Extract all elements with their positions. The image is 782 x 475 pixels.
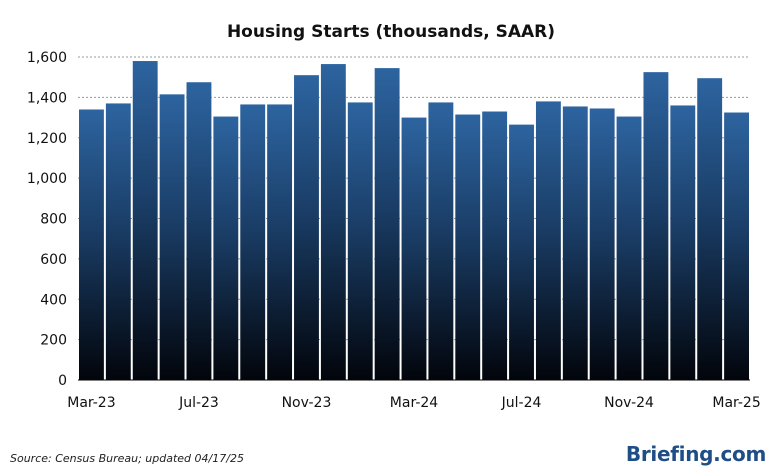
bar-nov-23 — [294, 75, 319, 380]
x-tick-label: Jul-23 — [178, 395, 219, 411]
bar-sep-23 — [240, 104, 266, 381]
bar-may-23 — [132, 61, 158, 380]
source-note: Source: Census Bureau; updated 04/17/25 — [10, 452, 244, 465]
bar-sep-24 — [562, 106, 588, 380]
bar-oct-24 — [589, 108, 615, 381]
bar-aug-23 — [213, 116, 239, 380]
chart-title: Housing Starts (thousands, SAAR) — [227, 22, 555, 42]
bar-may-24 — [455, 114, 481, 381]
y-tick-label: 1,200 — [27, 131, 67, 147]
x-axis-tick-labels: Mar-23 Jul-23 Nov-23 Mar-24 Jul-24 Nov-24 Mar-… — [67, 395, 761, 411]
bar-feb-24 — [374, 68, 400, 381]
y-tick-label: 400 — [40, 292, 67, 308]
bar-mar-25 — [724, 112, 749, 380]
bar-mar-23 — [79, 109, 104, 381]
bar-aug-24 — [535, 101, 561, 380]
x-tick-label: Mar-23 — [67, 395, 115, 411]
y-tick-label: 800 — [40, 212, 67, 228]
y-axis-tick-labels: 0 200 400 600 800 1,000 1,200 1,400 1,600 — [27, 50, 67, 389]
x-tick-label: Mar-25 — [712, 395, 760, 411]
bar-jan-24 — [347, 102, 373, 380]
bar-apr-24 — [428, 102, 454, 380]
housing-starts-chart: Housing Starts (thousands, SAAR) 0 200 400… — [27, 22, 761, 411]
bar-jul-24 — [509, 124, 534, 380]
y-tick-label: 600 — [40, 252, 67, 268]
y-tick-label: 1,600 — [27, 50, 67, 66]
bar-nov-24 — [616, 116, 642, 380]
x-tick-label: Nov-24 — [604, 395, 654, 411]
bar-jul-23 — [186, 82, 212, 380]
bar-dec-24 — [643, 72, 669, 380]
y-tick-label: 200 — [40, 333, 67, 349]
y-tick-label: 0 — [58, 373, 67, 389]
x-tick-label: Mar-24 — [390, 395, 438, 411]
bar-oct-23 — [267, 104, 293, 381]
y-tick-label: 1,000 — [27, 171, 67, 187]
bar-apr-23 — [105, 103, 131, 381]
x-tick-label: Nov-23 — [282, 395, 332, 411]
x-tick-label: Jul-24 — [501, 395, 542, 411]
bar-feb-25 — [697, 78, 723, 381]
briefing-logo: Briefing.com — [625, 442, 766, 466]
bar-mar-24 — [401, 117, 427, 380]
y-tick-label: 1,400 — [27, 90, 67, 106]
bar-jun-23 — [159, 94, 185, 381]
bar-jun-24 — [482, 111, 508, 380]
bar-jan-25 — [670, 105, 696, 380]
bar-dec-23 — [320, 64, 346, 381]
bar-series — [79, 61, 749, 381]
